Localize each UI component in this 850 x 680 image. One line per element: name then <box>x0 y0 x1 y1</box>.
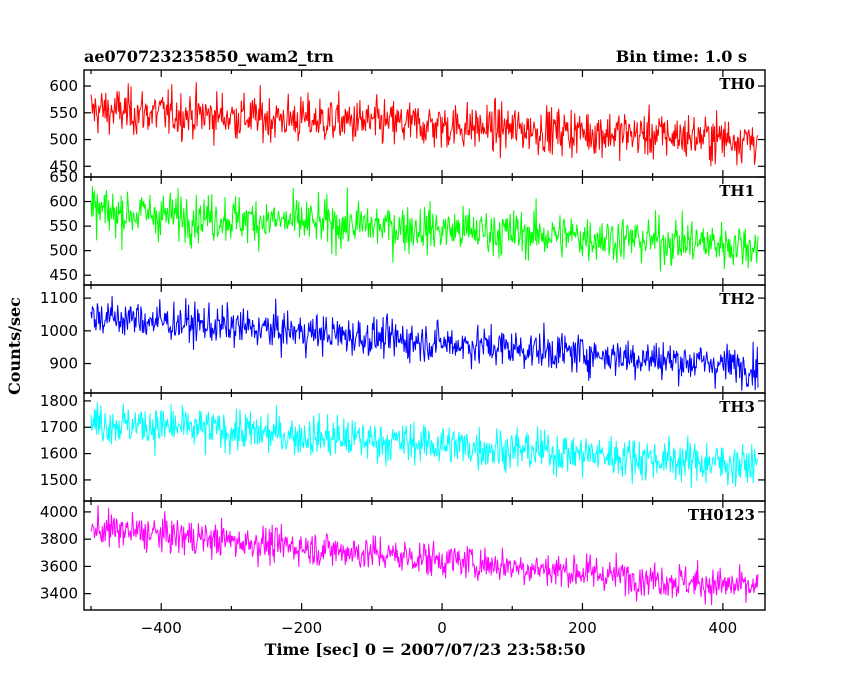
y-tick-label: 600 <box>49 77 78 95</box>
y-tick-label: 500 <box>49 131 78 149</box>
y-tick-label: 1600 <box>40 445 78 463</box>
y-tick-label: 900 <box>49 355 78 373</box>
panel-th3: 1500 1600 1700 1800 TH3 <box>40 392 766 502</box>
panel-th0: 450 500 550 600 TH0 <box>49 69 766 178</box>
y-tick-label: 600 <box>49 193 78 211</box>
y-tick-label: 500 <box>49 242 78 260</box>
bin-time-label: Bin time: 1.0 s <box>616 47 747 66</box>
series-line-th1 <box>90 185 759 272</box>
y-tick-label: 450 <box>49 157 78 175</box>
panel-label: TH1 <box>719 182 755 200</box>
panel-frame <box>83 176 766 286</box>
y-tick-label: 1500 <box>40 471 78 489</box>
y-tick-label: 650 <box>49 168 78 186</box>
panel-label: TH2 <box>719 290 755 308</box>
y-tick-label: 550 <box>49 104 78 122</box>
panel-label: TH0123 <box>688 506 755 524</box>
panel-th1: 450 500 550 600 650 TH1 <box>49 168 766 286</box>
series-line-th2 <box>90 296 759 391</box>
panel-label: TH0 <box>719 75 755 93</box>
y-tick-label: 550 <box>49 217 78 235</box>
x-tick-label: −400 <box>141 619 182 637</box>
panel-th2: 900 1000 1100 TH2 <box>40 284 766 394</box>
panel-label: TH3 <box>719 398 755 416</box>
series-line-th3 <box>90 402 759 489</box>
y-tick-label: 450 <box>49 266 78 284</box>
panels-group: 450 500 550 600 TH0 450 500 550 600 650 TH1 900 1000… <box>40 69 766 611</box>
y-tick-label: 1700 <box>40 418 78 436</box>
y-tick-label: 3600 <box>40 557 78 575</box>
y-tick-label: 1000 <box>40 322 78 340</box>
x-tick-labels: −400 −200 0 200 400 <box>141 619 738 637</box>
panel-th0123: 3400 3600 3800 4000 TH0123 <box>40 500 766 611</box>
panel-frame <box>83 500 766 611</box>
y-tick-label: 3400 <box>40 585 78 603</box>
y-axis-label: Counts/sec <box>5 297 24 395</box>
y-tick-label: 4000 <box>40 503 78 521</box>
y-tick-label: 1800 <box>40 392 78 410</box>
x-tick-label: 200 <box>568 619 597 637</box>
y-tick-label: 1100 <box>40 289 78 307</box>
x-tick-label: −200 <box>281 619 322 637</box>
series-line-th0123 <box>90 505 759 606</box>
y-tick-label: 3800 <box>40 530 78 548</box>
file-name-title: ae070723235850_wam2_trn <box>84 47 334 66</box>
x-tick-label: 400 <box>709 619 738 637</box>
series-line-th0 <box>90 82 759 167</box>
x-axis-label: Time [sec] 0 = 2007/07/23 23:58:50 <box>265 640 586 659</box>
x-tick-label: 0 <box>437 619 447 637</box>
